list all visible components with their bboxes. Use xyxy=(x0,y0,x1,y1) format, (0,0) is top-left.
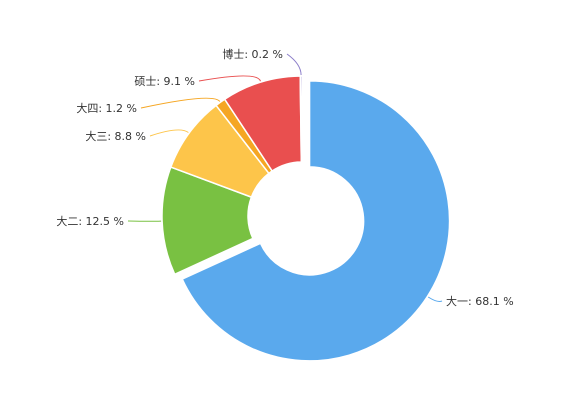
slices-layer xyxy=(161,75,451,362)
donut-slice[interactable] xyxy=(161,166,254,276)
slice-label: 大四: 1.2 % xyxy=(76,101,137,115)
donut-slice[interactable] xyxy=(299,75,303,163)
leader-line xyxy=(427,296,443,302)
leader-line xyxy=(198,75,261,82)
leader-line xyxy=(149,129,189,137)
donut-slice[interactable] xyxy=(181,80,451,362)
leader-line xyxy=(286,53,302,76)
labels-layer: 大一: 68.1 % 大二: 12.5 % 大三: 8.8 % 大四: 1.2 % 硕士… xyxy=(56,48,513,308)
slice-label: 大三: 8.8 % xyxy=(85,129,146,143)
leader-line xyxy=(140,97,221,109)
leader-lines-layer xyxy=(127,53,443,302)
slice-label: 大一: 68.1 % xyxy=(446,294,514,308)
slice-label: 硕士: 9.1 % xyxy=(134,75,195,88)
slice-label: 博士: 0.2 % xyxy=(222,48,283,61)
slice-label: 大二: 12.5 % xyxy=(56,214,124,228)
